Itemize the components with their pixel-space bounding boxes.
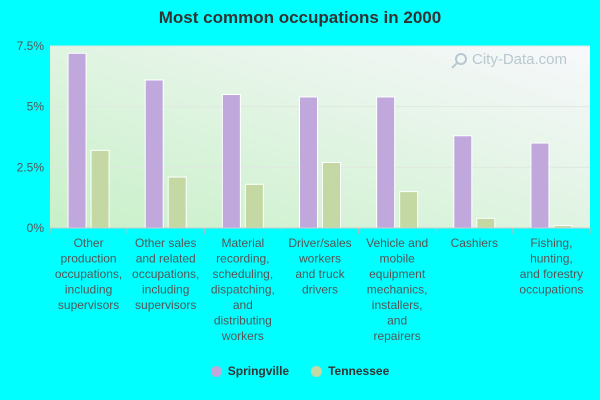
bar-springville <box>453 135 473 229</box>
magnifier-icon <box>451 53 467 69</box>
bar-tennessee <box>244 183 264 229</box>
bar-springville <box>221 94 241 229</box>
y-tick-label: 5% <box>27 100 45 114</box>
legend: Springville Tennessee <box>0 364 600 378</box>
x-category-label: Cashiers <box>451 236 498 250</box>
plot-area <box>50 46 590 228</box>
x-category-label: Fishing, hunting, and forestry occupations <box>519 236 583 297</box>
legend-label-springville: Springville <box>227 364 290 378</box>
y-tick-label: 2.5% <box>17 160 45 174</box>
bar-springville <box>299 96 318 229</box>
bar-tennessee <box>167 176 187 229</box>
legend-label-tennessee: Tennessee <box>328 364 390 378</box>
legend-swatch-tennessee <box>311 365 323 377</box>
x-category-label: Other sales and related occupations, includ… <box>132 236 199 312</box>
x-category-label: Vehicle and mobile equipment mechanics, inst… <box>366 236 428 343</box>
bar-tennessee <box>90 149 110 229</box>
legend-item-springville: Springville <box>210 364 290 378</box>
bar-springville <box>67 52 87 229</box>
bar-springville <box>144 79 164 229</box>
bar-tennessee <box>476 217 496 229</box>
y-tick-label: 0% <box>27 221 45 235</box>
chart-title: Most common occupations in 2000 <box>158 8 442 27</box>
y-tick-label: 7.5% <box>17 39 45 53</box>
bar-tennessee <box>399 191 419 229</box>
bar-springville <box>530 142 550 229</box>
bar-springville <box>376 96 396 229</box>
x-category-label: Other production occupations, including supe… <box>55 236 122 312</box>
bar-tennessee <box>322 161 341 229</box>
legend-swatch-springville <box>210 365 222 377</box>
x-category-label: Material recording, scheduling, dispatching… <box>211 236 275 343</box>
x-category-label: Driver/sales workers and truck drivers <box>288 236 351 297</box>
legend-item-tennessee: Tennessee <box>311 364 389 378</box>
watermark: City-Data.com <box>472 51 567 68</box>
